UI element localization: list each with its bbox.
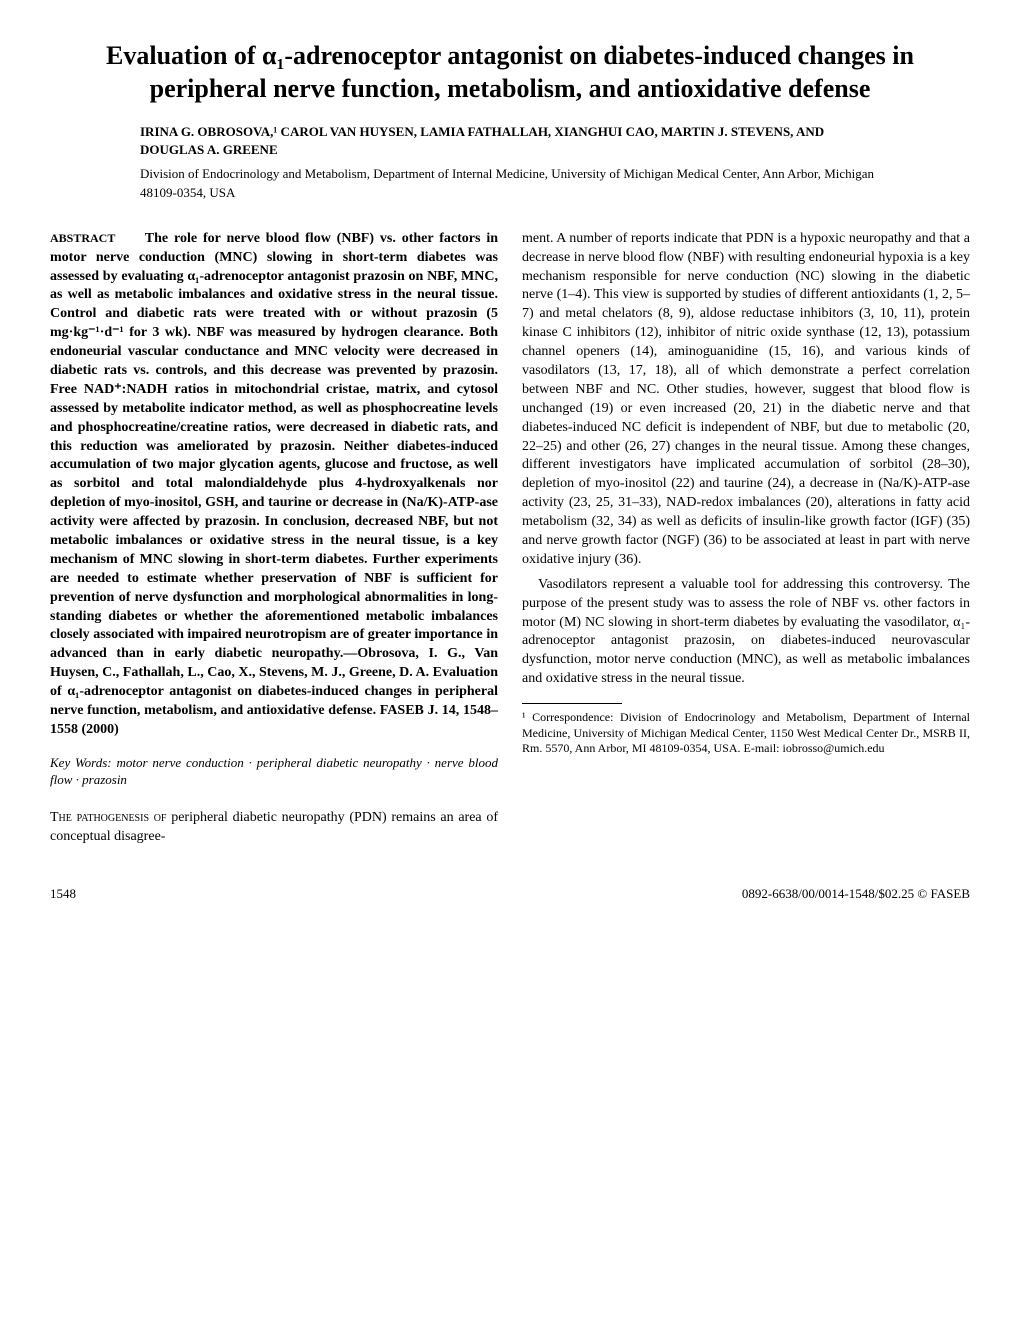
- body-paragraph-1: ment. A number of reports indicate that …: [522, 230, 970, 570]
- keywords-line: Key Words: motor nerve conduction · peri…: [50, 754, 498, 789]
- correspondence-footnote: ¹ Correspondence: Division of Endocrinol…: [522, 710, 970, 757]
- authors-line: IRINA G. OBROSOVA,¹ CAROL VAN HUYSEN, LA…: [140, 123, 880, 159]
- article-title: Evaluation of α₁-adrenoceptor antagonist…: [50, 40, 970, 105]
- abstract-label: ABSTRACT: [50, 231, 115, 245]
- intro-paragraph-start: The pathogenesis of peripheral diabetic …: [50, 809, 498, 847]
- abstract-text: The role for nerve blood flow (NBF) vs. …: [50, 231, 498, 737]
- footnote-separator: [522, 703, 622, 704]
- footer-copyright: 0892-6638/00/0014-1548/$02.25 © FASEB: [742, 885, 970, 903]
- right-column: ment. A number of reports indicate that …: [522, 230, 970, 853]
- intro-lead-smallcaps: The pathogenesis of: [50, 810, 171, 825]
- page-footer: 1548 0892-6638/00/0014-1548/$02.25 © FAS…: [50, 885, 970, 903]
- footer-page-number: 1548: [50, 885, 76, 903]
- left-column: ABSTRACT The role for nerve blood flow (…: [50, 230, 498, 853]
- two-column-body: ABSTRACT The role for nerve blood flow (…: [50, 230, 970, 853]
- abstract-block: ABSTRACT The role for nerve blood flow (…: [50, 230, 498, 740]
- affiliation-line: Division of Endocrinology and Metabolism…: [140, 165, 880, 201]
- body-paragraph-2: Vasodilators represent a valuable tool f…: [522, 576, 970, 689]
